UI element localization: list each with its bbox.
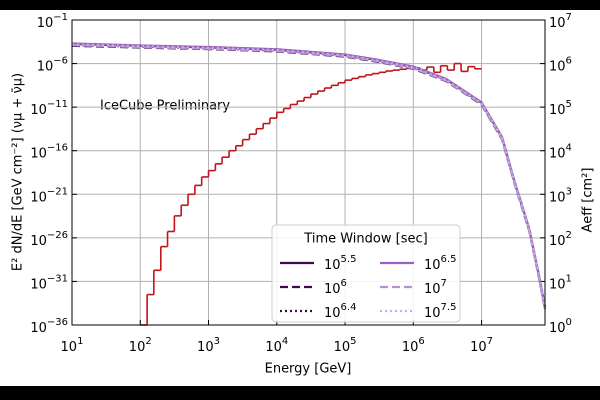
y2-tick-label: 107 xyxy=(549,12,572,31)
x-tick-label: 104 xyxy=(265,336,288,355)
y2-tick-label: 106 xyxy=(549,56,572,75)
y-axis-label: E² dN/dE [GeV cm⁻²] (νμ + ν̄μ) xyxy=(11,73,26,271)
y2-tick-label: 104 xyxy=(549,143,572,162)
plot-frame xyxy=(71,19,546,326)
legend-label: 107 xyxy=(424,278,447,297)
legend-title: Time Window [sec] xyxy=(303,232,427,247)
x-tick-label: 103 xyxy=(197,336,220,355)
y-tick-label: 10−31 xyxy=(30,273,68,292)
legend-label: 106 xyxy=(324,278,347,297)
y-tick-label: 10−16 xyxy=(30,143,68,162)
y-tick-label: 10−6 xyxy=(37,56,68,75)
x-tick-label: 105 xyxy=(334,336,357,355)
y-tick-label: 10−11 xyxy=(30,99,68,118)
y-tick-label: 10−21 xyxy=(30,186,68,205)
x-tick-label: 106 xyxy=(402,336,425,355)
y2-axis-label: Aeff [cm²] xyxy=(581,168,596,233)
x-tick-label: 107 xyxy=(470,336,493,355)
legend-label: 106.5 xyxy=(424,254,456,273)
canvas xyxy=(0,10,600,386)
y-tick-label: 10−36 xyxy=(30,317,68,336)
y2-tick-label: 105 xyxy=(549,99,572,118)
flux-line xyxy=(71,43,547,309)
legend-label: 106.4 xyxy=(324,302,356,321)
y-tick-label: 10−26 xyxy=(30,230,68,249)
legend-label: 107.5 xyxy=(424,302,456,321)
legend-label: 105.5 xyxy=(324,254,356,273)
x-tick-label: 102 xyxy=(129,336,152,355)
y2-tick-label: 101 xyxy=(549,273,572,292)
x-tick-label: 101 xyxy=(61,336,84,355)
y2-tick-label: 102 xyxy=(549,230,572,249)
y2-tick-label: 103 xyxy=(549,186,572,205)
y-tick-label: 10−1 xyxy=(37,12,68,31)
legend-box xyxy=(271,224,461,323)
y2-tick-label: 100 xyxy=(549,317,572,336)
x-axis-label: Energy [GeV] xyxy=(265,362,352,377)
annotation: IceCube Preliminary xyxy=(100,99,230,114)
